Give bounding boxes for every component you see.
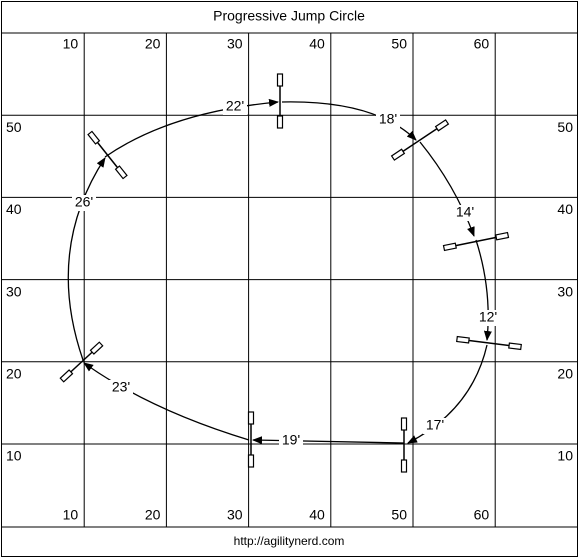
distance-label: 26': [75, 194, 93, 210]
jump: [390, 119, 450, 161]
distance-label: 14': [456, 204, 474, 220]
label-bg: [453, 205, 477, 221]
grid-label: 10: [6, 448, 22, 464]
jump-wing: [400, 417, 408, 431]
label-bg: [279, 433, 303, 449]
path-segment: [104, 98, 279, 158]
path-segment: [419, 141, 475, 237]
label-bg: [423, 418, 447, 434]
label-bg: [223, 99, 247, 115]
jump-wing: [400, 459, 408, 473]
jump: [59, 341, 104, 383]
footer-url: http://agilitynerd.com: [234, 534, 345, 548]
jump: [400, 417, 408, 473]
grid-label: 60: [474, 507, 490, 523]
jump-wing: [434, 119, 450, 132]
grid-label: 50: [391, 36, 407, 52]
jumps: [59, 73, 522, 473]
jump: [87, 130, 128, 180]
jump-wing: [59, 369, 74, 383]
grid-label: 30: [557, 283, 573, 299]
grid-label: 10: [63, 36, 79, 52]
distance-label: 18': [379, 111, 397, 127]
grid-label: 10: [557, 448, 573, 464]
jump-wing: [114, 165, 128, 180]
label-bg: [376, 112, 400, 128]
path-segment: [83, 362, 250, 441]
jump: [247, 411, 255, 468]
jump-wing: [89, 341, 104, 355]
grid-label: 20: [6, 366, 22, 382]
jump-wing: [276, 115, 284, 129]
labels: 10 20 30 40 50 60 10 20 30 40 50 60 50 40 30 20 10 50 40 30…: [6, 36, 573, 523]
jump-wing: [390, 148, 406, 161]
grid-label: 30: [227, 36, 243, 52]
grid-label: 30: [6, 283, 22, 299]
grid-label: 20: [145, 507, 161, 523]
label-bg: [476, 310, 500, 326]
distance-label: 23': [112, 379, 130, 395]
distance-label: 19': [282, 432, 300, 448]
grid-label: 40: [309, 507, 325, 523]
distance-label: 17': [426, 417, 444, 433]
path-segment: [407, 344, 488, 444]
jump-wing: [508, 342, 522, 351]
grid-label: 20: [557, 366, 573, 382]
path-segment: [475, 239, 492, 341]
grid-label: 50: [557, 119, 573, 135]
distance-label: 22': [226, 98, 244, 114]
grid-label: 20: [145, 36, 161, 52]
grid-label: 10: [63, 507, 79, 523]
jump: [456, 335, 522, 351]
jump: [276, 73, 284, 129]
path: [67, 98, 492, 445]
grid-label: 40: [6, 201, 22, 217]
distance-label: 12': [479, 309, 497, 325]
jump-wing: [247, 454, 255, 468]
jump-wing: [456, 335, 470, 344]
title: Progressive Jump Circle: [213, 8, 365, 24]
jump-wing: [87, 130, 101, 145]
grid-label: 50: [391, 507, 407, 523]
path-segment: [67, 157, 106, 361]
label-bg: [109, 380, 133, 396]
jump-wing: [276, 73, 284, 87]
jump-wing: [495, 231, 510, 241]
path-segment: [281, 101, 417, 141]
grid-label: 40: [557, 201, 573, 217]
grid-label: 40: [309, 36, 325, 52]
jump-wing: [247, 411, 255, 425]
path-segment: [252, 436, 405, 445]
grid-label: 60: [474, 36, 490, 52]
jump: [442, 231, 510, 252]
jump-wing: [442, 242, 457, 252]
grid-label: 50: [6, 119, 22, 135]
label-bg: [72, 195, 96, 211]
grid-label: 30: [227, 507, 243, 523]
